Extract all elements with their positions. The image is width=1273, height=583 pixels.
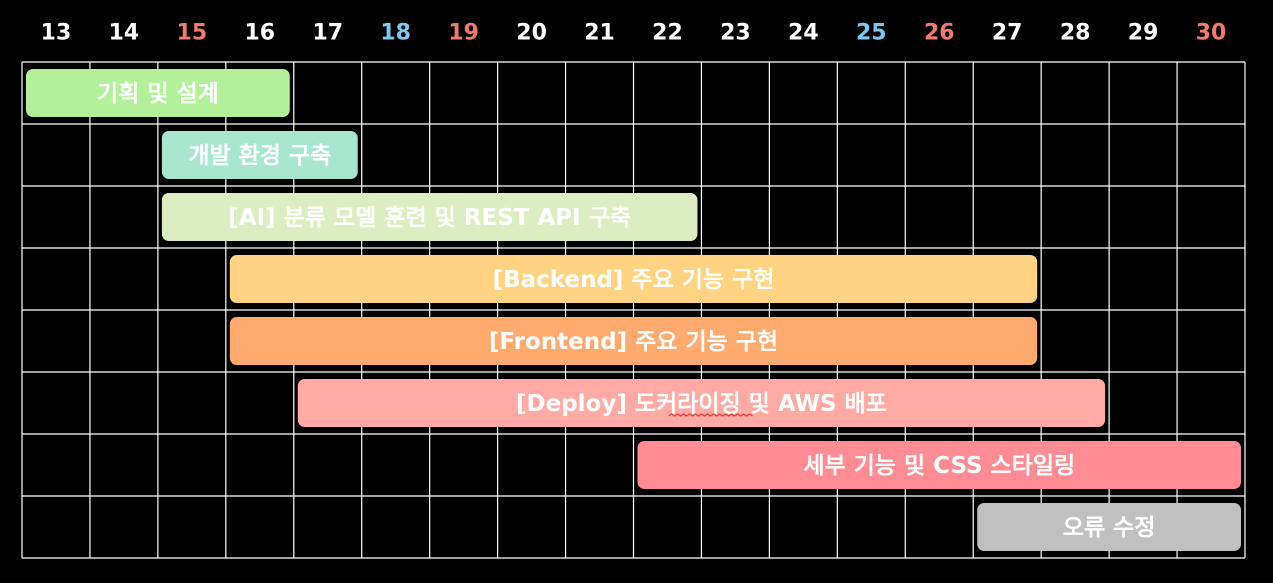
task-bar[interactable] [297, 379, 1106, 427]
day-label-16: 16 [244, 21, 275, 46]
day-label-30: 30 [1196, 21, 1227, 46]
day-label-29: 29 [1128, 21, 1159, 46]
day-label-13: 13 [41, 21, 72, 46]
day-label-18: 18 [380, 21, 411, 46]
task-label: 개발 환경 구축 [188, 143, 331, 169]
task-bar[interactable] [977, 503, 1241, 551]
task-bar[interactable] [26, 69, 290, 117]
task-label: [Deploy] 도커라이징 및 AWS 배포 [516, 391, 887, 417]
day-label-19: 19 [448, 21, 479, 46]
spellcheck-underline [668, 413, 753, 417]
day-label-20: 20 [516, 21, 547, 46]
task-bar[interactable] [637, 441, 1242, 489]
day-label-15: 15 [177, 21, 208, 46]
task-label: 세부 기능 및 CSS 스타일링 [803, 453, 1075, 479]
task-bar[interactable] [161, 193, 698, 241]
day-label-24: 24 [788, 21, 819, 46]
day-label-21: 21 [584, 21, 615, 46]
task-bar[interactable] [161, 131, 358, 179]
task-label: [AI] 분류 모델 훈련 및 REST API 구축 [228, 205, 631, 231]
task-bar-group[interactable]: 오류 수정 [977, 503, 1241, 551]
task-label: 기획 및 설계 [97, 81, 219, 107]
task-bar[interactable] [229, 255, 1038, 303]
day-label-27: 27 [992, 21, 1023, 46]
day-label-26: 26 [924, 21, 955, 46]
day-label-28: 28 [1060, 21, 1091, 46]
task-bar-group[interactable]: [Frontend] 주요 기능 구현 [229, 317, 1038, 365]
day-label-22: 22 [652, 21, 683, 46]
day-header: 13 14 15 16 17 18 19 20 21 22 23 24 25 26 27 28 29 30 [41, 21, 1227, 46]
task-label: [Backend] 주요 기능 구현 [493, 267, 775, 293]
task-bar-group[interactable]: 기획 및 설계 [26, 69, 290, 117]
task-bar[interactable] [229, 317, 1038, 365]
task-label: [Frontend] 주요 기능 구현 [489, 329, 778, 355]
day-label-17: 17 [312, 21, 343, 46]
task-bar-group[interactable]: [Deploy] 도커라이징 및 AWS 배포 [297, 379, 1106, 427]
task-label: 오류 수정 [1063, 515, 1156, 541]
day-label-23: 23 [720, 21, 751, 46]
task-bar-group[interactable]: [AI] 분류 모델 훈련 및 REST API 구축 [161, 193, 698, 241]
task-bar-group[interactable]: 세부 기능 및 CSS 스타일링 [637, 441, 1242, 489]
day-label-14: 14 [109, 21, 140, 46]
task-bar-group[interactable]: [Backend] 주요 기능 구현 [229, 255, 1038, 303]
day-label-25: 25 [856, 21, 887, 46]
task-bar-group[interactable]: 개발 환경 구축 [161, 131, 358, 179]
